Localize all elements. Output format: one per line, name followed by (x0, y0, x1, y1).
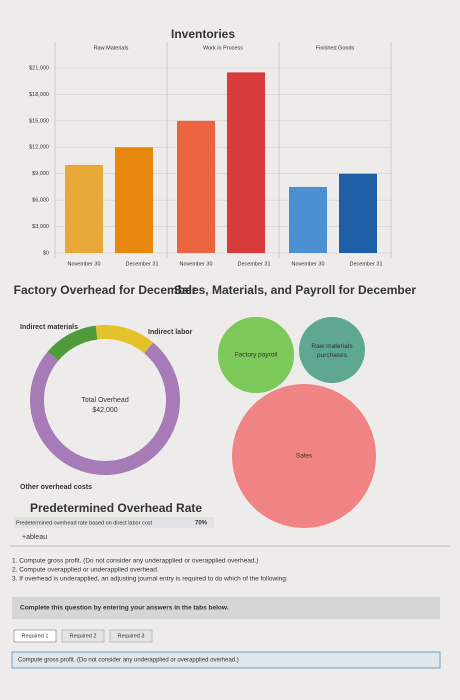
y-tick-label: $6,000 (32, 198, 49, 204)
banner-text: Complete this question by entering your … (20, 605, 229, 612)
bar (289, 186, 327, 253)
rate-value: 70% (195, 521, 208, 527)
facet-label: Raw Materials (94, 45, 129, 51)
bubble-label: Factory payroll (235, 352, 278, 359)
inventories-title: Inventories (171, 27, 235, 41)
y-tick-label: $12,000 (29, 145, 49, 151)
y-tick-label: $21,000 (29, 65, 49, 71)
tab-label[interactable]: Required 1 (22, 633, 49, 639)
y-tick-label: $9,000 (32, 171, 49, 177)
facet-label: Work in Process (203, 45, 243, 51)
bubble (217, 316, 295, 394)
question: 1. Compute gross profit. (Do not conside… (12, 558, 258, 565)
bubble (231, 383, 377, 529)
bar (177, 120, 215, 253)
logo: +ableau (22, 534, 47, 541)
bar (339, 173, 377, 253)
bar (115, 147, 153, 253)
prompt-bar (11, 651, 441, 669)
bar (227, 72, 265, 254)
bubble (299, 317, 365, 383)
tab-label[interactable]: Required 3 (118, 633, 145, 639)
overhead-title: Factory Overhead for December (14, 283, 197, 297)
bar (65, 164, 103, 253)
tab[interactable] (61, 629, 105, 643)
x-tick-label: November 30 (67, 261, 100, 267)
question: 3. If overhead is underapplied, an adjus… (12, 576, 288, 583)
facet-label: Finished Goods (316, 45, 355, 51)
rate-label: Predetermined overhead rate based on dir… (16, 520, 153, 526)
rate-title: Predetermined Overhead Rate (30, 501, 202, 515)
tab-label[interactable]: Required 2 (70, 633, 97, 639)
x-tick-label: December 31 (349, 261, 382, 267)
donut-segment (47, 325, 98, 361)
banner (12, 597, 440, 619)
x-tick-label: November 30 (291, 261, 324, 267)
segment-label: Other overhead costs (20, 484, 92, 491)
rate-row (14, 517, 214, 528)
segment-label: Indirect materials (20, 324, 78, 331)
bubble-label: Sales (296, 453, 313, 460)
donut-center-value: $42,000 (92, 407, 117, 414)
y-tick-label: $15,000 (29, 118, 49, 124)
x-tick-label: December 31 (125, 261, 158, 267)
donut-center-title: Total Overhead (81, 397, 129, 404)
x-tick-label: December 31 (237, 261, 270, 267)
bubble-title: Sales, Materials, and Payroll for Decemb… (174, 283, 416, 297)
bubble-label: Raw materials purchases (311, 343, 353, 359)
y-tick-label: $0 (43, 250, 49, 256)
segment-label: Indirect labor (148, 329, 193, 336)
x-tick-label: November 30 (179, 261, 212, 267)
donut-segment (30, 342, 180, 475)
tab[interactable] (109, 629, 153, 643)
question: 2. Compute overapplied or underapplied o… (12, 567, 159, 574)
donut-segment (95, 325, 154, 354)
prompt: Compute gross profit. (Do not consider a… (18, 658, 239, 664)
tab[interactable] (13, 629, 57, 643)
y-tick-label: $18,000 (29, 92, 49, 98)
y-tick-label: $3,000 (32, 224, 49, 230)
